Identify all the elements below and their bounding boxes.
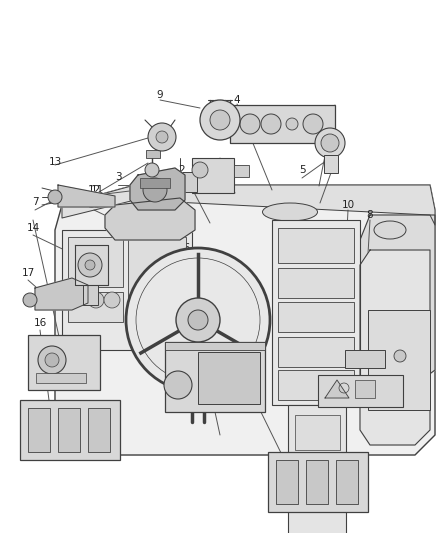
Text: 16: 16	[33, 318, 46, 328]
Bar	[28, 408, 50, 452]
Text: 11: 11	[90, 185, 104, 195]
Bar	[355, 380, 375, 398]
Polygon shape	[360, 215, 435, 385]
Polygon shape	[62, 185, 435, 225]
Text: 4: 4	[234, 95, 240, 105]
Circle shape	[240, 114, 260, 134]
Bar	[175, 172, 197, 192]
Bar	[140, 178, 170, 188]
Text: 17: 17	[21, 268, 35, 278]
Bar	[230, 105, 335, 143]
Circle shape	[145, 163, 159, 177]
Bar	[68, 237, 123, 287]
Bar	[278, 302, 354, 332]
Text: 15: 15	[87, 200, 101, 210]
Polygon shape	[360, 250, 430, 445]
Circle shape	[148, 123, 176, 151]
Circle shape	[315, 128, 345, 158]
Circle shape	[48, 190, 62, 204]
Circle shape	[200, 100, 240, 140]
Circle shape	[23, 293, 37, 307]
Text: 16: 16	[177, 243, 191, 253]
Bar	[278, 268, 354, 298]
Circle shape	[164, 371, 192, 399]
Circle shape	[85, 260, 95, 270]
Circle shape	[126, 248, 270, 392]
Circle shape	[261, 114, 281, 134]
Bar	[336, 460, 358, 504]
Bar	[306, 460, 328, 504]
Circle shape	[78, 253, 102, 277]
Text: 10: 10	[342, 200, 355, 210]
Bar	[68, 292, 123, 322]
Bar	[146, 150, 160, 158]
Text: 8: 8	[367, 210, 373, 220]
Circle shape	[188, 310, 208, 330]
Bar	[288, 405, 346, 533]
Text: 2: 2	[179, 165, 185, 175]
Circle shape	[143, 178, 167, 202]
Circle shape	[192, 162, 208, 178]
Text: 9: 9	[157, 90, 163, 100]
Polygon shape	[35, 278, 88, 310]
Bar	[128, 237, 186, 317]
Text: 14: 14	[26, 223, 39, 233]
Bar	[62, 230, 192, 350]
Bar	[58, 408, 80, 452]
Bar	[345, 350, 385, 368]
Bar	[295, 415, 340, 450]
Circle shape	[88, 292, 104, 308]
Circle shape	[45, 353, 59, 367]
Bar	[276, 460, 298, 504]
Polygon shape	[130, 168, 185, 210]
Bar	[28, 335, 100, 390]
Text: 13: 13	[48, 157, 62, 167]
Ellipse shape	[262, 203, 318, 221]
Bar	[278, 337, 354, 367]
Bar	[88, 408, 110, 452]
Bar	[272, 220, 360, 405]
Bar	[165, 342, 265, 350]
Circle shape	[321, 134, 339, 152]
Bar	[83, 285, 98, 305]
Bar	[165, 342, 265, 412]
Bar	[368, 310, 430, 410]
Ellipse shape	[133, 203, 187, 221]
Bar	[295, 455, 340, 490]
Text: 1: 1	[30, 423, 36, 433]
Text: 6: 6	[144, 318, 150, 328]
Bar	[20, 400, 120, 460]
Polygon shape	[325, 380, 349, 398]
Circle shape	[303, 114, 323, 134]
Polygon shape	[58, 185, 115, 207]
Bar	[192, 158, 234, 193]
Bar	[318, 375, 403, 407]
Circle shape	[38, 346, 66, 374]
Text: 3: 3	[115, 172, 121, 182]
Circle shape	[394, 350, 406, 362]
Circle shape	[156, 131, 168, 143]
Bar	[324, 155, 338, 173]
Polygon shape	[75, 245, 108, 285]
Text: 5: 5	[299, 165, 305, 175]
Text: 7: 7	[32, 197, 38, 207]
Text: 12: 12	[87, 185, 101, 195]
Bar	[278, 370, 354, 400]
Bar	[268, 452, 368, 512]
Bar	[278, 228, 354, 263]
Polygon shape	[105, 198, 195, 240]
Circle shape	[210, 110, 230, 130]
Polygon shape	[55, 185, 435, 455]
Circle shape	[286, 118, 298, 130]
Bar	[198, 352, 260, 404]
Ellipse shape	[374, 221, 406, 239]
Bar	[36, 373, 86, 383]
Circle shape	[176, 298, 220, 342]
Bar	[234, 165, 249, 177]
Circle shape	[104, 292, 120, 308]
